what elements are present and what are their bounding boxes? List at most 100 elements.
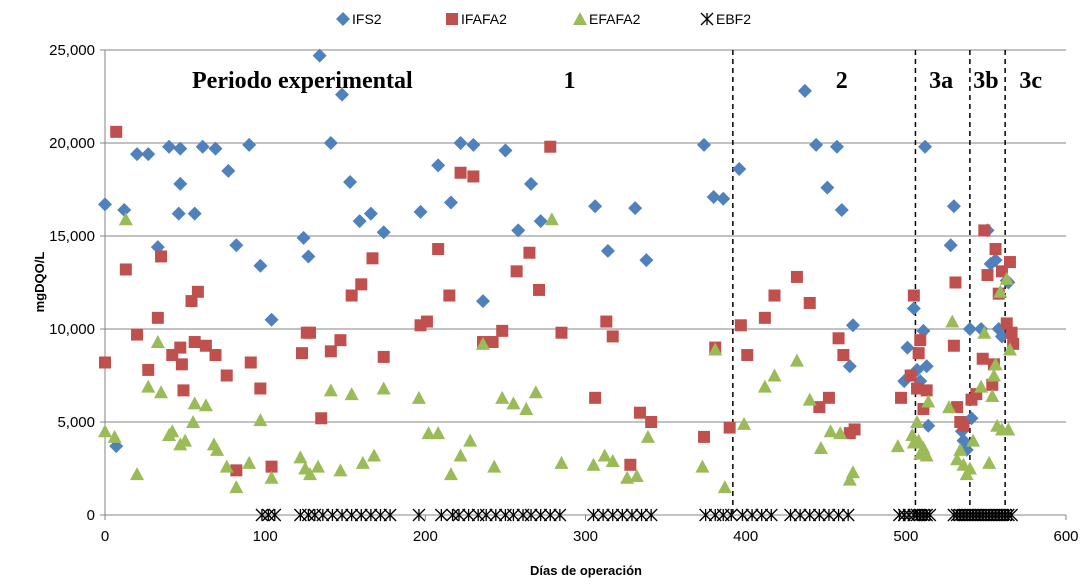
data-point (253, 413, 268, 427)
data-point (628, 201, 643, 216)
data-point (463, 433, 478, 447)
data-point (244, 356, 257, 369)
legend-label: EBF2 (716, 11, 751, 27)
data-point (832, 508, 846, 522)
data-point (942, 400, 957, 414)
data-point (943, 238, 958, 253)
data-point (173, 141, 188, 156)
series-ebf2 (255, 508, 1019, 522)
data-point (842, 472, 857, 486)
star-stroke (374, 508, 387, 522)
data-point (640, 429, 655, 443)
legend-marker (700, 12, 714, 26)
data-point (475, 294, 490, 309)
data-point (443, 289, 456, 302)
data-point (186, 415, 201, 428)
data-point (174, 341, 187, 354)
star-stroke (793, 508, 807, 522)
star-stroke (700, 12, 714, 26)
data-point (989, 243, 1002, 256)
data-point (716, 191, 731, 206)
star-stroke (822, 508, 836, 522)
data-point (411, 390, 426, 404)
data-point (809, 137, 824, 152)
star-stroke (973, 508, 986, 522)
data-point (986, 378, 999, 391)
data-point (150, 335, 165, 349)
data-point (758, 311, 771, 324)
data-point (629, 468, 644, 482)
data-point (434, 508, 448, 522)
star-stroke (947, 508, 961, 522)
data-point (605, 454, 620, 468)
data-point (323, 136, 338, 150)
data-point (510, 265, 523, 278)
y-tick-label: 15,000 (49, 228, 95, 245)
data-point (837, 349, 850, 362)
data-point (377, 350, 390, 363)
data-point (945, 314, 960, 328)
star-stroke (587, 508, 600, 522)
data-point (697, 137, 712, 152)
data-point (1002, 342, 1017, 356)
star-stroke (255, 508, 269, 522)
data-point (486, 336, 499, 349)
data-point (994, 329, 1009, 344)
data-point (834, 202, 849, 217)
data-point (1005, 508, 1019, 522)
legend-marker (446, 13, 458, 25)
data-point (519, 401, 534, 415)
data-point (315, 412, 328, 425)
data-point (178, 433, 193, 447)
data-point (265, 460, 278, 473)
data-point (155, 250, 168, 263)
data-point (600, 243, 615, 258)
data-point (301, 249, 316, 264)
data-point (820, 180, 835, 195)
data-point (985, 388, 1000, 402)
star-stroke (644, 508, 658, 522)
data-point (187, 206, 202, 221)
data-point (845, 465, 860, 479)
data-point (900, 340, 915, 355)
star-stroke (985, 508, 999, 522)
data-point (635, 508, 649, 522)
data-point (986, 368, 1001, 382)
data-point (793, 508, 807, 522)
data-point (737, 416, 752, 430)
data-point (988, 253, 1003, 268)
star-stroke (957, 508, 970, 522)
data-point (597, 448, 612, 462)
data-point (175, 358, 188, 371)
star-stroke (745, 508, 759, 522)
data-point (352, 214, 367, 229)
data-point (110, 125, 123, 138)
data-point (431, 158, 446, 173)
data-point (812, 508, 826, 522)
star-stroke (976, 508, 990, 522)
data-point (906, 301, 921, 316)
data-point (977, 325, 992, 339)
data-point (466, 137, 481, 152)
data-point (528, 385, 543, 399)
data-point (920, 384, 933, 397)
data-point (191, 285, 204, 298)
star-stroke (979, 508, 993, 522)
data-point (911, 382, 924, 395)
data-point (829, 139, 844, 154)
data-point (323, 383, 338, 397)
data-point (141, 379, 156, 393)
data-point (822, 508, 836, 522)
data-point (487, 459, 502, 473)
star-stroke (1005, 508, 1019, 522)
data-point (98, 197, 112, 212)
data-point (452, 508, 466, 522)
data-point (588, 199, 603, 214)
data-point (446, 508, 460, 522)
data-point (848, 423, 861, 436)
star-stroke (615, 508, 629, 522)
legend-label: IFS2 (352, 11, 382, 27)
data-point (803, 296, 816, 309)
data-point (177, 384, 190, 397)
